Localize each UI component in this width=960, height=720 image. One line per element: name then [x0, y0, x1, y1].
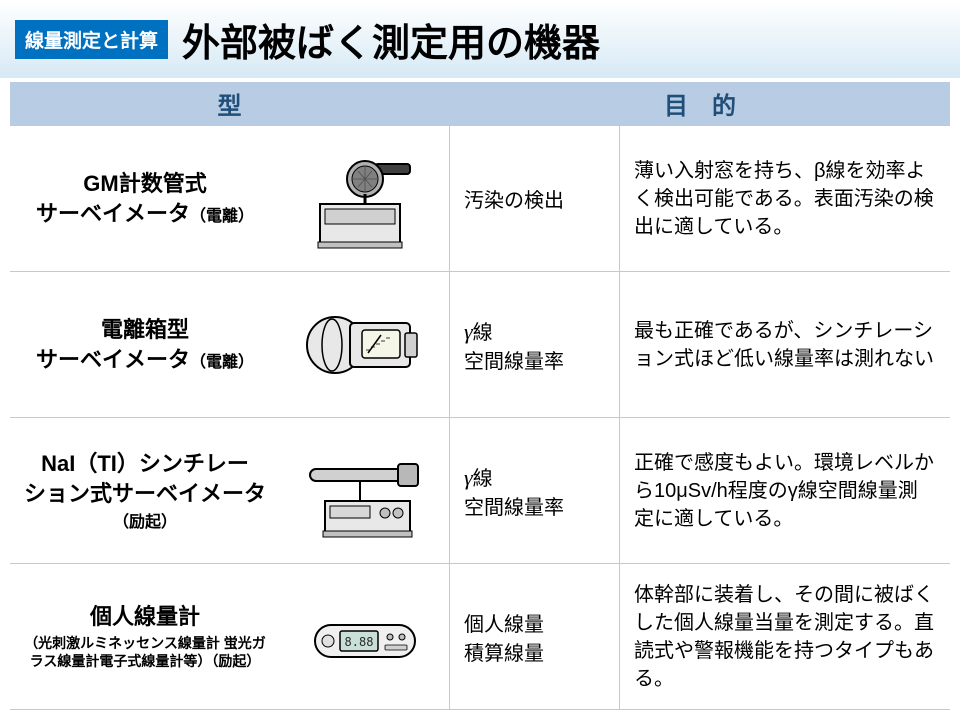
table-header: 型 目 的 [10, 82, 950, 126]
type-line1: GM計数管式 [83, 171, 206, 196]
gamma-symbol: γ [464, 465, 473, 490]
type-small: （光刺激ルミネッセンス線量計 蛍光ガラス線量計電子式線量計等）（励起） [20, 634, 270, 670]
type-sub: （電離） [190, 354, 254, 371]
type-name-cell: NaI（TI）シンチレー ション式サーベイメータ （励起） [10, 418, 280, 563]
type-name-cell: 電離箱型 サーベイメータ（電離） [10, 272, 280, 417]
purpose-line1: γ線 [464, 462, 605, 491]
purpose-text1: 線 [473, 468, 493, 490]
type-line1: NaI（TI）シンチレー [41, 451, 249, 476]
purpose-line1: γ線 [464, 316, 605, 345]
illustration-cell: 8.88 [280, 564, 450, 709]
purpose-cell: γ線 空間線量率 [450, 418, 620, 563]
slide: 線量測定と計算 外部被ばく測定用の機器 型 目 的 GM計数管式 サーベイメータ… [0, 0, 960, 720]
type-line2: サーベイメータ [36, 347, 190, 372]
purpose-cell: γ線 空間線量率 [450, 272, 620, 417]
description-cell: 正確で感度もよい。環境レベルから10μSv/h程度のγ線空間線量測定に適している… [620, 418, 950, 563]
category-badge: 線量測定と計算 [15, 20, 168, 59]
svg-text:8.88: 8.88 [344, 635, 373, 649]
type-name: GM計数管式 サーベイメータ（電離） [36, 169, 254, 228]
purpose-line2: 空間線量率 [464, 491, 605, 520]
type-name-cell: GM計数管式 サーベイメータ（電離） [10, 126, 280, 271]
table-row: NaI（TI）シンチレー ション式サーベイメータ （励起） γ [10, 418, 950, 564]
description-cell: 薄い入射窓を持ち、β線を効率よく検出可能である。表面汚染の検出に適している。 [620, 126, 950, 271]
description-cell: 最も正確であるが、シンチレーション式ほど低い線量率は測れない [620, 272, 950, 417]
purpose-cell: 個人線量 積算線量 [450, 564, 620, 709]
gm-counter-icon [290, 139, 440, 259]
illustration-cell [280, 418, 450, 563]
purpose-cell: 汚染の検出 [450, 126, 620, 271]
type-line2: サーベイメータ [36, 201, 190, 226]
type-name-cell: 個人線量計 （光刺激ルミネッセンス線量計 蛍光ガラス線量計電子式線量計等）（励起… [10, 564, 280, 709]
purpose-text1: 線 [473, 322, 493, 344]
purpose-line1: 個人線量 [464, 608, 605, 637]
table-row: 個人線量計 （光刺激ルミネッセンス線量計 蛍光ガラス線量計電子式線量計等）（励起… [10, 564, 950, 710]
table-header-type: 型 [10, 82, 450, 125]
gamma-symbol: γ [464, 319, 473, 344]
type-line1: 電離箱型 [101, 317, 189, 342]
header: 線量測定と計算 外部被ばく測定用の機器 [0, 0, 960, 78]
description-cell: 体幹部に装着し、その間に被ばくした個人線量当量を測定する。直読式や警報機能を持つ… [620, 564, 950, 709]
type-name: 個人線量計 [90, 602, 200, 632]
purpose-text: 汚染の検出 [464, 184, 605, 213]
ion-chamber-icon [290, 285, 440, 405]
page-title: 外部被ばく測定用の機器 [182, 12, 600, 67]
nai-scintillation-icon [290, 431, 440, 551]
table-row: 電離箱型 サーベイメータ（電離） γ線 空間線量率 最も正 [10, 272, 950, 418]
purpose-line2: 積算線量 [464, 637, 605, 666]
table-row: GM計数管式 サーベイメータ（電離） 汚染の検出 薄 [10, 126, 950, 272]
equipment-table: 型 目 的 GM計数管式 サーベイメータ（電離） [10, 82, 950, 710]
type-sub: （励起） [113, 508, 177, 532]
table-header-purpose: 目 的 [450, 82, 950, 125]
type-name: 電離箱型 サーベイメータ（電離） [36, 315, 254, 374]
illustration-cell [280, 126, 450, 271]
illustration-cell [280, 272, 450, 417]
type-name: NaI（TI）シンチレー ション式サーベイメータ [24, 449, 266, 508]
type-sub: （電離） [190, 208, 254, 225]
purpose-line2: 空間線量率 [464, 345, 605, 374]
dosimeter-icon: 8.88 [290, 577, 440, 697]
type-line2: ション式サーベイメータ [24, 481, 266, 506]
